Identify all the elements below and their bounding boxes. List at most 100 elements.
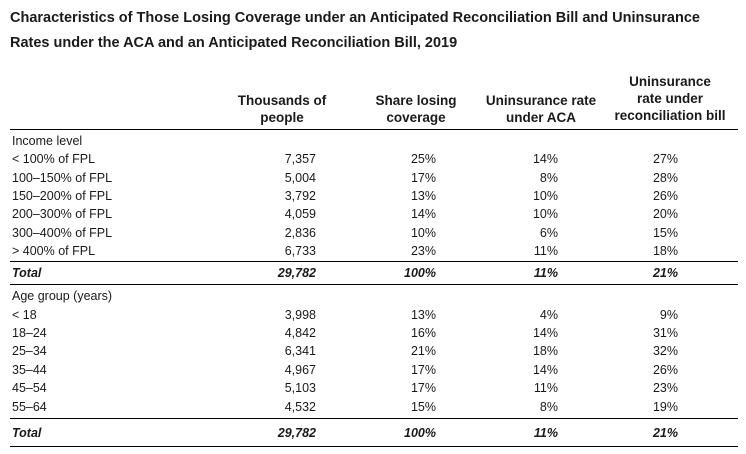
income-section-end-rule xyxy=(10,284,738,285)
cell-share: 23% xyxy=(410,244,436,258)
cell-share: 17% xyxy=(410,381,436,395)
row-label: 100–150% of FPL xyxy=(12,171,113,185)
row-label: 35–44 xyxy=(12,363,47,377)
table-row: 300–400% of FPL 2,836 10% 6% 15% xyxy=(10,224,738,242)
row-label: < 18 xyxy=(12,308,37,322)
row-label: 200–300% of FPL xyxy=(12,207,113,221)
total-row-income: Total 29,782 100% 11% 21% xyxy=(10,264,738,282)
cell-thousands: 4,967 xyxy=(284,363,316,377)
cell-thousands: 4,059 xyxy=(284,207,316,221)
column-header-line: Uninsurance xyxy=(629,74,711,89)
column-header-thousands: Thousands of people xyxy=(222,92,342,126)
cell-thousands: 29,782 xyxy=(277,426,316,440)
table-bottom-rule xyxy=(10,446,738,447)
column-header-share: Share losing coverage xyxy=(356,92,476,126)
row-label: 25–34 xyxy=(12,344,47,358)
table-row: < 18 3,998 13% 4% 9% xyxy=(10,306,738,324)
cell-reconciliation: 18% xyxy=(652,244,678,258)
cell-aca: 10% xyxy=(532,189,558,203)
cell-reconciliation: 32% xyxy=(652,344,678,358)
cell-thousands: 3,792 xyxy=(284,189,316,203)
table-row: 150–200% of FPL 3,792 13% 10% 26% xyxy=(10,187,738,205)
table-row: 100–150% of FPL 5,004 17% 8% 28% xyxy=(10,169,738,187)
section-heading-label: Age group (years) xyxy=(12,289,113,303)
cell-reconciliation: 26% xyxy=(652,363,678,377)
table-title: Characteristics of Those Losing Coverage… xyxy=(10,10,700,51)
cell-thousands: 3,998 xyxy=(284,308,316,322)
cell-aca: 11% xyxy=(533,381,558,395)
cell-reconciliation: 20% xyxy=(652,207,678,221)
column-header-aca: Uninsurance rate under ACA xyxy=(475,92,607,126)
cell-reconciliation: 9% xyxy=(659,308,678,322)
cell-thousands: 6,733 xyxy=(284,244,316,258)
cell-aca: 8% xyxy=(539,171,558,185)
cell-reconciliation: 21% xyxy=(652,426,678,440)
table-row: 18–24 4,842 16% 14% 31% xyxy=(10,324,738,342)
cell-thousands: 5,004 xyxy=(284,171,316,185)
row-label: Total xyxy=(12,426,42,440)
cell-share: 15% xyxy=(410,400,436,414)
cell-share: 13% xyxy=(410,189,436,203)
section-heading-label: Income level xyxy=(12,134,83,148)
cell-reconciliation: 19% xyxy=(652,400,678,414)
cell-aca: 4% xyxy=(539,308,558,322)
cell-reconciliation: 21% xyxy=(652,266,678,280)
section-heading-age: Age group (years) xyxy=(10,287,738,305)
column-header-line: under ACA xyxy=(506,110,576,125)
column-header-line: Share losing xyxy=(375,93,457,108)
cell-aca: 11% xyxy=(533,266,558,280)
cell-aca: 10% xyxy=(532,207,558,221)
column-header-line: rate under xyxy=(636,91,704,106)
column-header-reconciliation: Uninsurance rate under reconciliation bi… xyxy=(602,73,738,124)
cell-reconciliation: 28% xyxy=(652,171,678,185)
cell-reconciliation: 23% xyxy=(652,381,678,395)
row-label: Total xyxy=(12,266,42,280)
cell-aca: 11% xyxy=(533,426,558,440)
cell-reconciliation: 31% xyxy=(652,326,678,340)
cell-share: 17% xyxy=(410,171,436,185)
cell-aca: 14% xyxy=(532,363,558,377)
row-label: 55–64 xyxy=(12,400,47,414)
cell-reconciliation: 15% xyxy=(652,226,678,240)
cell-share: 21% xyxy=(410,344,436,358)
cell-share: 14% xyxy=(410,207,436,221)
column-header-line: Thousands of xyxy=(237,93,327,108)
row-label: < 100% of FPL xyxy=(12,152,96,166)
cell-share: 100% xyxy=(404,426,436,440)
header-rule xyxy=(10,129,738,130)
row-label: 18–24 xyxy=(12,326,47,340)
cell-thousands: 4,532 xyxy=(284,400,316,414)
income-total-rule xyxy=(10,261,738,262)
table-row: 25–34 6,341 21% 18% 32% xyxy=(10,342,738,360)
total-row-age: Total 29,782 100% 11% 21% xyxy=(10,424,738,442)
table-row: 35–44 4,967 17% 14% 26% xyxy=(10,361,738,379)
cell-reconciliation: 27% xyxy=(652,152,678,166)
row-label: > 400% of FPL xyxy=(12,244,96,258)
column-header-line: people xyxy=(260,110,304,125)
cell-aca: 6% xyxy=(539,226,558,240)
table-row: 45–54 5,103 17% 11% 23% xyxy=(10,379,738,397)
cell-reconciliation: 26% xyxy=(652,189,678,203)
cell-thousands: 29,782 xyxy=(277,266,316,280)
table-row: < 100% of FPL 7,357 25% 14% 27% xyxy=(10,150,738,168)
cell-share: 10% xyxy=(410,226,436,240)
cell-aca: 11% xyxy=(533,244,558,258)
row-label: 300–400% of FPL xyxy=(12,226,113,240)
cell-thousands: 4,842 xyxy=(284,326,316,340)
cell-thousands: 2,836 xyxy=(284,226,316,240)
cell-aca: 14% xyxy=(532,152,558,166)
cell-share: 17% xyxy=(410,363,436,377)
cell-aca: 8% xyxy=(539,400,558,414)
cell-aca: 14% xyxy=(532,326,558,340)
section-heading-income: Income level xyxy=(10,132,738,150)
cell-thousands: 5,103 xyxy=(284,381,316,395)
row-label: 45–54 xyxy=(12,381,47,395)
age-total-rule xyxy=(10,418,738,419)
cell-aca: 18% xyxy=(532,344,558,358)
cell-thousands: 7,357 xyxy=(284,152,316,166)
column-header-line: reconciliation bill xyxy=(614,108,726,123)
table-row: 200–300% of FPL 4,059 14% 10% 20% xyxy=(10,205,738,223)
cell-share: 100% xyxy=(404,266,436,280)
cell-share: 16% xyxy=(410,326,436,340)
table-row: > 400% of FPL 6,733 23% 11% 18% xyxy=(10,242,738,260)
